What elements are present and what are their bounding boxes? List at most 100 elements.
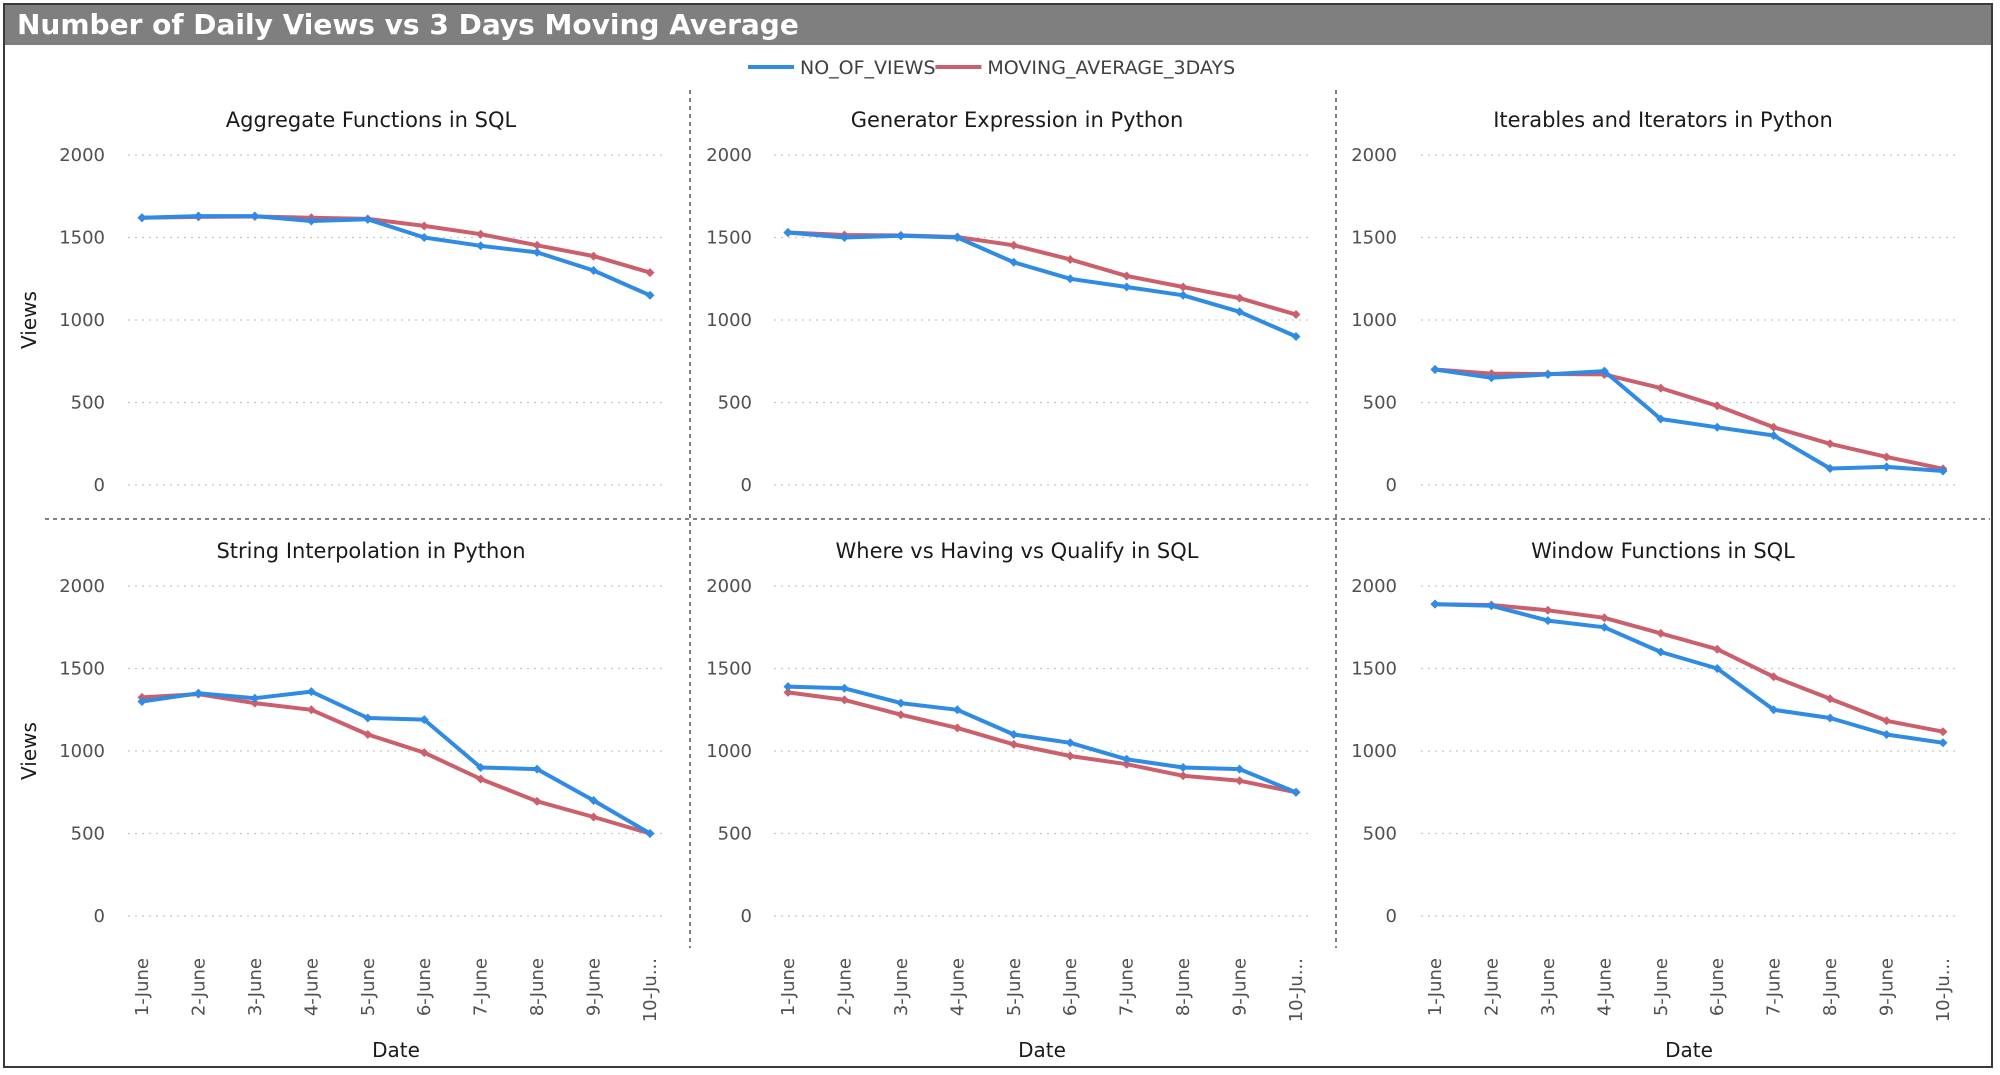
data-point-views bbox=[1938, 466, 1948, 476]
x-tick-label: 9-June bbox=[1230, 958, 1251, 1016]
data-point-views bbox=[1543, 616, 1553, 626]
x-tick-label: 7-June bbox=[471, 958, 492, 1016]
x-tick-label: 10-Ju... bbox=[1933, 958, 1954, 1022]
data-point-moving-average bbox=[1825, 439, 1835, 449]
data-point-moving-average bbox=[645, 268, 655, 278]
series-line-views bbox=[1433, 367, 1945, 473]
x-tick-label: 3-June bbox=[891, 958, 912, 1016]
data-point-views bbox=[1486, 601, 1496, 611]
y-tick-label: 0 bbox=[94, 475, 105, 496]
legend-label: MOVING_AVERAGE_3DAYS bbox=[987, 57, 1235, 79]
data-point-moving-average bbox=[532, 240, 542, 250]
data-point-views bbox=[1235, 764, 1245, 774]
data-point-views bbox=[306, 216, 316, 226]
data-point-moving-average bbox=[1599, 613, 1609, 623]
y-tick-label: 500 bbox=[1363, 824, 1397, 845]
x-tick-label: 9-June bbox=[1877, 958, 1898, 1016]
data-point-moving-average bbox=[1178, 771, 1188, 781]
data-point-views bbox=[419, 715, 429, 725]
data-point-views bbox=[1122, 754, 1132, 764]
data-point-views bbox=[1291, 332, 1301, 341]
data-point-moving-average bbox=[1656, 383, 1666, 393]
x-tick-label: 8-June bbox=[1820, 958, 1841, 1016]
x-axis-title: Date bbox=[1665, 1038, 1713, 1062]
data-point-moving-average bbox=[363, 730, 373, 739]
y-tick-label: 1000 bbox=[706, 310, 752, 331]
x-tick-label: 2-June bbox=[1481, 958, 1502, 1016]
data-point-views bbox=[306, 687, 316, 697]
data-point-moving-average bbox=[1291, 310, 1301, 320]
x-tick-label: 8-June bbox=[527, 958, 548, 1016]
data-point-views bbox=[1599, 622, 1609, 632]
data-point-moving-average bbox=[1065, 751, 1075, 761]
data-point-moving-average bbox=[1769, 422, 1779, 432]
y-tick-label: 1500 bbox=[706, 659, 752, 680]
x-tick-label: 4-June bbox=[1594, 958, 1615, 1016]
series-line-moving-average bbox=[786, 230, 1298, 317]
data-point-views bbox=[476, 763, 486, 772]
x-tick-label: 7-June bbox=[1764, 958, 1785, 1016]
y-tick-label: 2000 bbox=[706, 576, 752, 597]
data-point-views bbox=[1486, 373, 1496, 383]
x-tick-label: 4-June bbox=[301, 958, 322, 1016]
y-tick-label: 1500 bbox=[59, 228, 105, 249]
data-point-moving-average bbox=[1712, 401, 1722, 411]
data-point-views bbox=[1882, 462, 1892, 472]
data-point-views bbox=[1769, 431, 1779, 440]
data-point-moving-average bbox=[1009, 739, 1019, 749]
data-point-views bbox=[589, 266, 599, 275]
y-tick-label: 1000 bbox=[1351, 310, 1397, 331]
y-tick-label: 2000 bbox=[706, 145, 752, 166]
x-tick-label: 2-June bbox=[834, 958, 855, 1016]
y-tick-label: 1000 bbox=[706, 741, 752, 762]
data-point-moving-average bbox=[476, 774, 486, 784]
panel-4: String Interpolation in Python 0 500 1000 15… bbox=[17, 539, 664, 1062]
y-tick-label: 500 bbox=[71, 824, 105, 845]
y-tick-label: 2000 bbox=[59, 576, 105, 597]
panel-title: Iterables and Iterators in Python bbox=[1493, 108, 1833, 132]
data-point-moving-average bbox=[783, 687, 793, 697]
data-point-views bbox=[1009, 730, 1019, 739]
data-point-views bbox=[783, 228, 793, 238]
data-point-moving-average bbox=[1178, 282, 1188, 292]
x-axis-title: Date bbox=[1018, 1038, 1066, 1062]
y-tick-label: 500 bbox=[71, 393, 105, 414]
data-point-views bbox=[645, 829, 655, 838]
y-tick-label: 0 bbox=[741, 906, 752, 927]
panel-2: Generator Expression in Python 0 500 1000 15… bbox=[706, 108, 1310, 496]
data-point-views bbox=[896, 698, 906, 708]
data-point-moving-average bbox=[952, 723, 962, 733]
x-tick-label: 5-June bbox=[358, 958, 379, 1016]
panel-title: Aggregate Functions in SQL bbox=[226, 108, 517, 132]
data-point-views bbox=[1656, 414, 1666, 424]
data-point-views bbox=[363, 713, 373, 723]
data-point-moving-average bbox=[476, 229, 486, 239]
panel-6: Window Functions in SQL 0 500 1000 1500 2000 1… bbox=[1351, 539, 1957, 1062]
y-tick-label: 2000 bbox=[1351, 145, 1397, 166]
data-point-views bbox=[137, 213, 147, 223]
data-point-views bbox=[839, 683, 849, 693]
y-tick-label: 1000 bbox=[59, 310, 105, 331]
data-point-views bbox=[896, 231, 906, 241]
series-line-views bbox=[140, 689, 652, 836]
data-point-views bbox=[1825, 464, 1835, 473]
data-point-views bbox=[476, 241, 486, 251]
data-point-views bbox=[1712, 422, 1722, 432]
data-point-views bbox=[1543, 369, 1553, 379]
panel-title: Generator Expression in Python bbox=[851, 108, 1184, 132]
data-point-moving-average bbox=[250, 698, 260, 708]
y-tick-label: 1500 bbox=[706, 228, 752, 249]
y-axis-title: Views bbox=[17, 291, 41, 349]
data-point-views bbox=[589, 796, 599, 805]
data-point-views bbox=[1825, 713, 1835, 723]
data-point-views bbox=[1065, 274, 1075, 284]
x-axis-title: Date bbox=[372, 1038, 420, 1062]
data-point-moving-average bbox=[1009, 240, 1019, 250]
y-tick-label: 2000 bbox=[59, 145, 105, 166]
data-point-views bbox=[952, 233, 962, 242]
panel-title: Where vs Having vs Qualify in SQL bbox=[836, 539, 1199, 563]
data-point-views bbox=[137, 697, 147, 706]
x-tick-label: 3-June bbox=[245, 958, 266, 1016]
y-axis-title: Views bbox=[17, 722, 41, 780]
